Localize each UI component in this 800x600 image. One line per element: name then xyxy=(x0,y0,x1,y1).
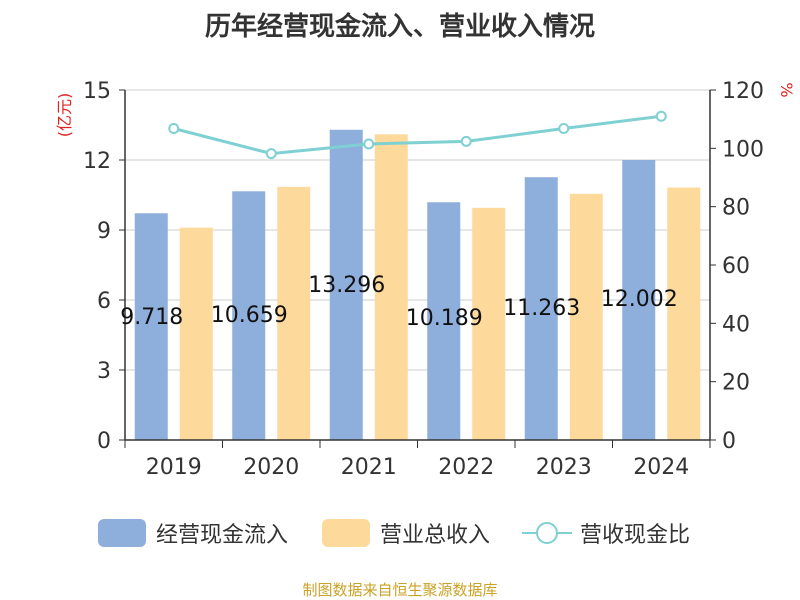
legend: 经营现金流入 营业总收入 营收现金比 xyxy=(0,515,800,555)
x-tick-label: 2023 xyxy=(536,455,592,480)
point-ratio xyxy=(558,123,570,134)
point-ratio xyxy=(363,138,375,150)
legend-item-ratio[interactable]: 营收现金比 xyxy=(522,515,690,551)
y-left-axis-label: (亿元) xyxy=(55,93,74,138)
legend-swatch-cash-inflow xyxy=(98,519,146,547)
bar-revenue xyxy=(374,134,408,441)
data-label-cash-inflow: 11.263 xyxy=(503,296,580,321)
legend-line-marker-icon xyxy=(522,519,572,547)
x-tick-label: 2024 xyxy=(633,455,689,480)
y-right-tick-label: 60 xyxy=(722,254,750,279)
legend-swatch-revenue xyxy=(322,519,370,547)
data-label-cash-inflow: 10.659 xyxy=(211,303,288,328)
y-left-tick-label: 15 xyxy=(83,79,111,104)
y-right-axis-label: % xyxy=(777,82,796,97)
x-tick-label: 2022 xyxy=(438,455,494,480)
y-right-tick-label: 100 xyxy=(722,137,764,162)
point-ratio xyxy=(655,110,667,122)
y-right-tick-label: 20 xyxy=(722,371,750,396)
y-left-tick-label: 9 xyxy=(97,219,111,244)
bar-cash-inflow xyxy=(329,129,363,440)
y-right-tick-label: 0 xyxy=(722,429,736,454)
point-ratio xyxy=(265,148,277,160)
legend-label-revenue: 营业总收入 xyxy=(380,523,491,548)
y-left-tick-label: 6 xyxy=(97,289,111,314)
bar-revenue xyxy=(179,227,213,440)
chart-title: 历年经营现金流入、营业收入情况 xyxy=(204,12,595,42)
data-label-cash-inflow: 13.296 xyxy=(308,273,385,298)
bar-cash-inflow xyxy=(524,177,558,441)
x-tick-label: 2020 xyxy=(243,455,299,480)
y-right-tick-label: 120 xyxy=(722,79,764,104)
data-label-cash-inflow: 12.002 xyxy=(601,287,678,312)
legend-item-revenue[interactable]: 营业总收入 xyxy=(322,515,490,551)
bar-cash-inflow xyxy=(232,191,266,440)
x-tick-label: 2021 xyxy=(341,455,397,480)
legend-label-cash-inflow: 经营现金流入 xyxy=(156,523,289,548)
bar-cash-inflow xyxy=(427,202,461,440)
point-ratio xyxy=(168,123,180,134)
y-left-tick-label: 12 xyxy=(83,149,111,174)
bar-revenue xyxy=(472,207,506,440)
legend-item-cash-inflow[interactable]: 经营现金流入 xyxy=(98,515,288,551)
bar-revenue xyxy=(277,186,311,440)
line-ratio xyxy=(173,114,662,156)
y-left-tick-label: 3 xyxy=(97,359,111,384)
data-label-cash-inflow: 9.718 xyxy=(120,305,183,330)
x-tick-label: 2019 xyxy=(146,455,202,480)
bar-revenue xyxy=(569,193,603,440)
legend-label-ratio: 营收现金比 xyxy=(580,523,691,548)
y-right-tick-label: 40 xyxy=(722,312,750,337)
source-note: 制图数据来自恒生聚源数据库 xyxy=(302,581,498,599)
bar-revenue xyxy=(667,187,701,440)
bar-cash-inflow xyxy=(622,159,656,440)
data-label-cash-inflow: 10.189 xyxy=(406,306,483,331)
point-ratio xyxy=(460,135,472,147)
bar-cash-inflow xyxy=(134,213,168,440)
y-right-tick-label: 80 xyxy=(722,196,750,221)
y-left-tick-label: 0 xyxy=(97,429,111,454)
